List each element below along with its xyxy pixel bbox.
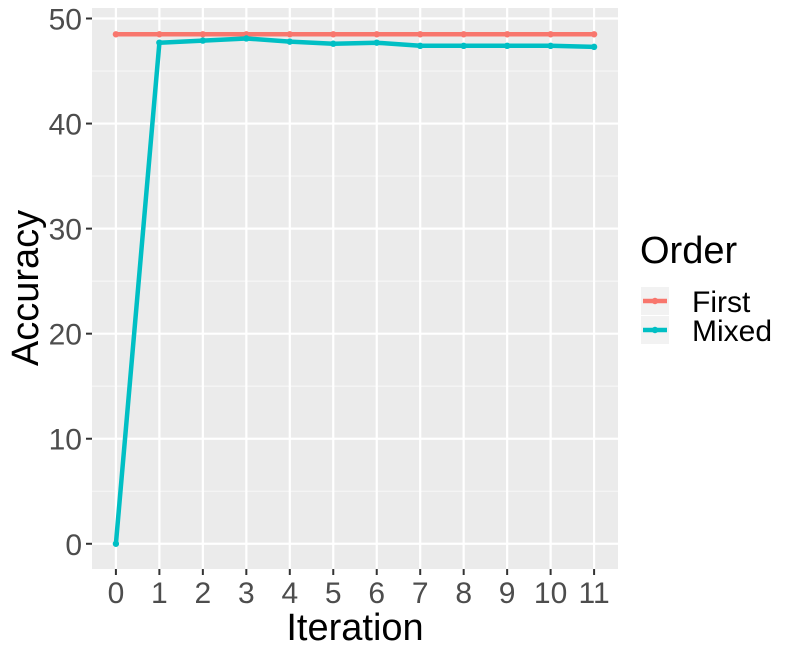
data-point-first [112,31,120,38]
data-point-first [547,31,554,38]
data-point-mixed [460,42,467,50]
minor-gridlines [92,70,618,492]
data-point-first [373,31,380,38]
data-point-first [503,31,511,38]
data-point-mixed [417,42,424,50]
x-tick-label: 4 [281,577,298,610]
y-tick-label: 30 [49,214,82,247]
x-tick-label: 5 [325,577,342,610]
data-point-first [417,31,424,38]
x-axis-ticks: 0 1 2 3 4 5 6 7 8 9 10 11 [108,569,610,610]
data-point-first [156,31,163,38]
data-point-mixed [199,37,207,44]
data-point-mixed [547,42,554,50]
legend-label-first: First [692,286,751,319]
data-point-first [199,31,207,38]
data-point-mixed [590,43,598,51]
x-tick-label: 8 [455,577,472,610]
data-point-mixed [243,35,250,42]
data-point-first [460,31,467,38]
x-tick-label: 0 [108,577,125,610]
data-point-mixed [112,540,120,547]
x-tick-label: 6 [368,577,385,610]
legend-key-point [651,326,659,334]
series-layer [112,31,598,547]
legend-key-point [651,297,659,305]
x-tick-label: 2 [195,577,212,610]
data-point-first [286,31,293,38]
y-axis-ticks: 0 10 20 30 40 50 [49,4,92,562]
data-point-mixed [156,39,163,46]
y-axis-title: Accuracy [5,210,47,366]
data-point-mixed [373,39,380,46]
x-tick-label: 11 [579,577,610,610]
x-tick-label: 3 [238,577,255,610]
data-point-mixed [330,40,337,47]
plot-panel [92,8,618,569]
y-tick-label: 0 [65,529,82,562]
x-tick-label: 10 [534,577,567,610]
y-tick-label: 10 [49,424,82,457]
y-tick-label: 40 [49,109,82,142]
data-point-mixed [286,38,293,45]
data-point-mixed [503,42,511,50]
x-tick-label: 7 [412,577,429,610]
y-tick-label: 20 [49,319,82,352]
x-axis-title: Iteration [286,607,423,649]
major-gridlines [92,8,618,569]
series-line-mixed [113,36,595,544]
legend-title: Order [640,230,737,272]
legend-label-mixed: Mixed [692,315,772,348]
x-tick-label: 9 [499,577,516,610]
y-tick-label: 50 [49,4,82,37]
data-point-first [330,31,337,38]
data-point-first [590,31,598,38]
x-tick-label: 1 [151,577,168,610]
